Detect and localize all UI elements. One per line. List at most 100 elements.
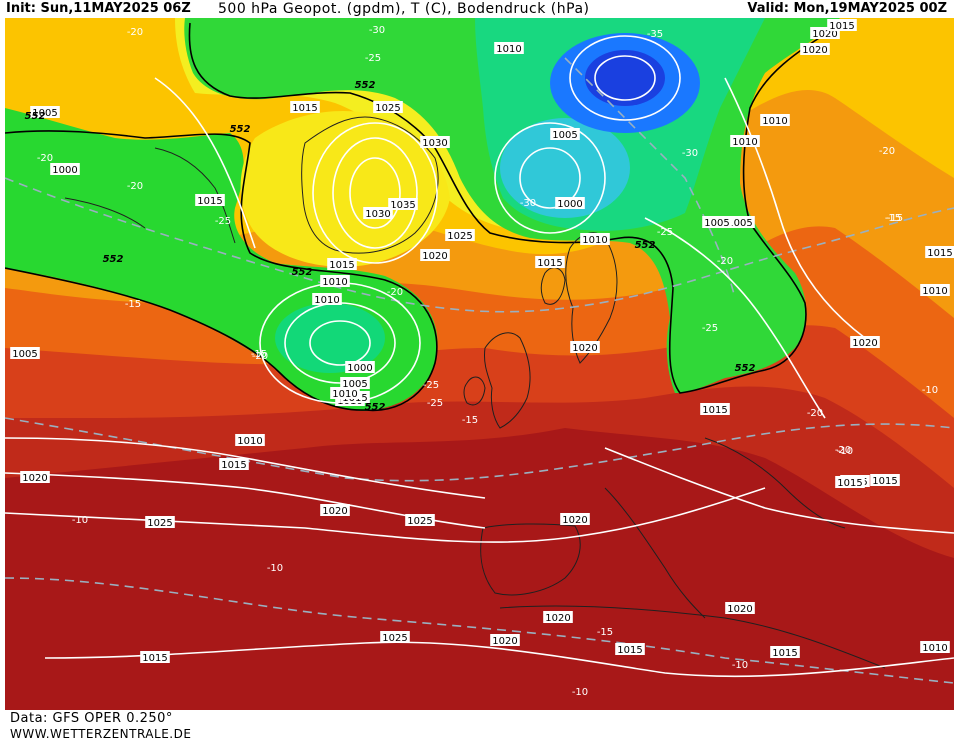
isobar-label-text: 1020	[802, 45, 827, 56]
isobar-label-text: 1000	[347, 363, 372, 374]
isobar-label-bg	[219, 458, 249, 470]
isobar-label-bg	[835, 476, 865, 488]
isobar-label-text: 1015	[292, 103, 317, 114]
temperature-label-text: -15	[885, 213, 901, 224]
temperature-label: -15	[251, 349, 267, 360]
temperature-label: -30	[682, 148, 698, 159]
temperature-label-text: -30	[682, 148, 698, 159]
isobar-label-text: 1020	[572, 343, 597, 354]
chart-title: 500 hPa Geopot. (gpdm), T (C), Bodendruc…	[218, 1, 590, 17]
temperature-label-text: -25	[702, 323, 718, 334]
isobar-label-text: 1030	[422, 138, 447, 149]
isobar-label-text: 1005	[12, 349, 37, 360]
isobar-label: 1020	[20, 471, 50, 484]
isobar-label-bg	[373, 101, 403, 113]
isobar-label: 1010	[312, 293, 342, 306]
isobar-label: 1015	[835, 476, 865, 489]
temperature-label-text: -20	[835, 445, 851, 456]
isobar-label-bg	[320, 504, 350, 516]
isobar-label: 1005	[340, 377, 370, 390]
isobar-label: 1015	[327, 258, 357, 271]
geopotential-label: 552	[365, 402, 386, 413]
temperature-label: -25	[215, 216, 231, 227]
isobar-label-bg	[50, 163, 80, 175]
isobar-label: 1015	[140, 651, 170, 664]
isobar-label-bg	[340, 377, 370, 389]
isobar-label-bg	[445, 229, 475, 241]
isobar-label-text: 1025	[375, 103, 400, 114]
isobar-label: 1000	[345, 361, 375, 374]
temperature-label-text: -15	[251, 349, 267, 360]
temperature-label-text: -20	[127, 27, 143, 38]
isobar-label: 1025	[405, 514, 435, 527]
isobar-label: 1005	[30, 106, 60, 119]
isobar-label-bg	[543, 611, 573, 623]
isobar-label: 1020	[850, 336, 880, 349]
isobar-label-text: 1025	[147, 518, 172, 529]
isobar-label-text: 1000	[52, 165, 77, 176]
isobar-label-bg	[870, 474, 900, 486]
isobar-label-text: 1015	[927, 248, 952, 259]
isobar-label: 1015	[870, 474, 900, 487]
temperature-label: -25	[657, 227, 673, 238]
isobar-label: 1025	[445, 229, 475, 242]
isobar-label: 1015	[700, 403, 730, 416]
isobar-label-bg	[420, 249, 450, 261]
isobar-label-text: 1020	[492, 636, 517, 647]
isobar-label: 1020	[560, 513, 590, 526]
isobar-label: 1010	[920, 641, 950, 654]
isobar-label-bg	[920, 284, 950, 296]
isobar-label: 1020	[490, 634, 520, 647]
greenland-high	[240, 110, 450, 267]
isobar-label: 1010	[494, 42, 524, 55]
low-core-scandinavia	[500, 118, 630, 218]
isobar-label-text: 1010	[314, 295, 339, 306]
temperature-label-text: -20	[252, 351, 268, 362]
temperature-label: -10	[837, 446, 853, 457]
isobar-label: 1015	[535, 256, 565, 269]
isobar-label: 1010	[730, 135, 760, 148]
geopotential-label: 552	[103, 254, 124, 265]
isobar-label: 1010	[330, 387, 360, 400]
isobar-label-text: 1020	[812, 29, 837, 40]
temperature-label: -25	[427, 398, 443, 409]
isobar-label-bg	[925, 246, 954, 258]
temperature-label: -20	[879, 146, 895, 157]
temperature-label-text: -20	[37, 153, 53, 164]
isobar-label: 1020	[543, 611, 573, 624]
low-core-svalbard-deep	[585, 50, 665, 106]
temperature-label: -15	[125, 299, 141, 310]
isobar-label-bg	[580, 233, 610, 245]
temperature-label: -10	[922, 385, 938, 396]
isobar-label-bg	[920, 641, 950, 653]
isobar-label-bg	[730, 135, 760, 147]
isobar-label: 1025	[373, 101, 403, 114]
isobar-label-text: 1005	[552, 130, 577, 141]
isobar-label-bg	[10, 347, 40, 359]
temperature-label-text: -10	[572, 687, 588, 698]
isobar-label: 1005	[550, 128, 580, 141]
isobar-label: 1030	[420, 136, 450, 149]
isobar-label-bg	[760, 114, 790, 126]
geopotential-label: 552	[355, 80, 376, 91]
temperature-label: -20	[252, 351, 268, 362]
temperature-label-text: -15	[462, 415, 478, 426]
temperature-label: -35	[647, 29, 663, 40]
isobar-label-bg	[20, 471, 50, 483]
isobar-label: 1005	[10, 347, 40, 360]
isobar-label-text: 1020	[22, 473, 47, 484]
temperature-label: -25	[423, 380, 439, 391]
isobar-label: 1020	[420, 249, 450, 262]
isobar-label-text: 1025	[382, 633, 407, 644]
isobar-label-text: 1025	[447, 231, 472, 242]
valid-time: Valid: Mon,19MAY2025 00Z	[747, 1, 947, 16]
isobar-label-text: 1005	[704, 218, 729, 229]
isobar-label-bg	[312, 293, 342, 305]
isobar-label-bg	[30, 106, 60, 118]
geopotential-label: 552	[25, 111, 46, 122]
isobar-label-text: 1015	[837, 478, 862, 489]
isobar-label: 1000	[555, 197, 585, 210]
